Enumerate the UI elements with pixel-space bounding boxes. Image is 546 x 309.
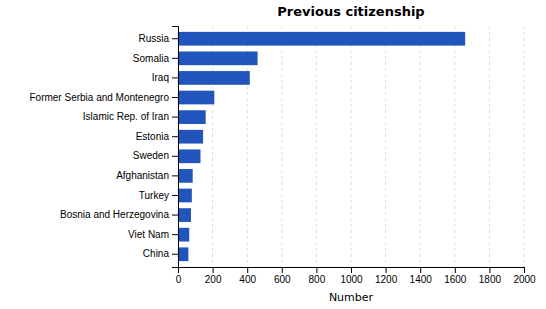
y-tick-label: Islamic Rep. of Iran xyxy=(83,111,169,122)
y-tick-mark xyxy=(172,77,178,78)
y-tick-label: Somalia xyxy=(133,53,170,64)
y-tick-mark xyxy=(172,136,178,137)
y-tick-mark xyxy=(172,195,178,196)
y-tick-label: Former Serbia and Montenegro xyxy=(29,92,169,103)
grid-line xyxy=(489,26,490,267)
y-tick-label: Russia xyxy=(138,33,169,44)
chart: 0 200 400 600 800 1000 1200 1400 1600 1800 2000 Chi… xyxy=(0,0,546,309)
x-tick: 1600 xyxy=(444,267,467,285)
x-tick-label: 400 xyxy=(239,274,256,285)
grid xyxy=(178,26,524,267)
bar xyxy=(178,130,203,144)
x-axis-title: Number xyxy=(329,291,374,304)
y-tick-mark xyxy=(172,175,178,176)
y-tick-mark xyxy=(172,117,178,118)
x-tick-label: 1600 xyxy=(444,274,467,285)
bar xyxy=(178,51,258,65)
y-tick-label: Sweden xyxy=(133,150,169,161)
x-tick: 200 xyxy=(205,267,222,285)
bar xyxy=(178,149,200,163)
y-tick-label: Turkey xyxy=(139,190,169,201)
y-axis: China Viet Nam Bosnia and Herzegovina Turke… xyxy=(29,27,178,268)
x-tick-mark xyxy=(316,267,317,273)
bar xyxy=(178,169,193,183)
y-tick-mark xyxy=(172,215,178,216)
y-tick-mark xyxy=(172,97,178,98)
grid-line xyxy=(454,26,455,267)
y-tick-label: Viet Nam xyxy=(128,229,169,240)
y-tick: China xyxy=(143,248,178,259)
bars xyxy=(178,32,465,261)
bar xyxy=(178,189,192,203)
x-tick-label: 600 xyxy=(274,274,291,285)
x-tick: 0 xyxy=(176,267,182,285)
x-tick: 400 xyxy=(239,267,256,285)
x-tick-label: 1800 xyxy=(479,274,502,285)
grid-line xyxy=(524,26,525,267)
x-tick-label: 800 xyxy=(309,274,326,285)
x-tick-mark xyxy=(213,267,214,273)
y-tick-mark xyxy=(172,58,178,59)
y-tick-mark xyxy=(172,156,178,157)
bar xyxy=(178,71,250,85)
bar xyxy=(178,228,189,242)
x-tick: 1200 xyxy=(375,267,398,285)
x-tick-label: 1400 xyxy=(410,274,433,285)
x-tick-label: 2000 xyxy=(513,274,536,285)
x-tick-mark xyxy=(351,267,352,273)
x-tick-mark xyxy=(386,267,387,273)
x-tick-mark xyxy=(420,267,421,273)
bar xyxy=(178,110,206,124)
bar xyxy=(178,208,191,222)
y-tick: Somalia xyxy=(133,53,178,64)
plot: 0 200 400 600 800 1000 1200 1400 1600 1800 2000 Chi… xyxy=(29,26,536,285)
x-axis-line xyxy=(179,268,525,274)
y-tick: Viet Nam xyxy=(128,229,178,240)
x-tick-mark xyxy=(282,267,283,273)
x-tick: 2000 xyxy=(513,267,536,285)
x-tick-mark xyxy=(524,267,525,273)
y-tick: Iraq xyxy=(152,72,178,83)
y-tick: Estonia xyxy=(136,131,178,142)
x-tick-label: 1200 xyxy=(375,274,398,285)
x-tick: 600 xyxy=(274,267,291,285)
x-tick-label: 200 xyxy=(205,274,222,285)
x-tick: 1800 xyxy=(479,267,502,285)
x-tick: 1400 xyxy=(410,267,433,285)
title: Previous citizenship xyxy=(277,4,424,19)
x-tick: 1000 xyxy=(340,267,363,285)
x-tick: 800 xyxy=(309,267,326,285)
y-tick: Sweden xyxy=(133,150,178,161)
y-tick-mark xyxy=(172,234,178,235)
y-axis-line xyxy=(172,27,179,268)
x-tick-mark xyxy=(489,267,490,273)
y-tick: Afghanistan xyxy=(116,170,178,181)
y-tick-label: Bosnia and Herzegovina xyxy=(60,209,169,220)
y-tick-label: China xyxy=(143,248,170,259)
x-tick-label: 0 xyxy=(176,274,182,285)
x-axis: 0 200 400 600 800 1000 1200 1400 1600 1800 2000 xyxy=(176,267,536,285)
bar xyxy=(178,247,188,261)
y-tick: Russia xyxy=(138,33,178,44)
grid-line xyxy=(351,26,352,267)
y-tick: Former Serbia and Montenegro xyxy=(29,92,178,103)
grid-line xyxy=(281,26,282,267)
y-tick-label: Iraq xyxy=(152,72,169,83)
x-tick-label: 1000 xyxy=(340,274,363,285)
x-tick-mark xyxy=(247,267,248,273)
y-tick-mark xyxy=(172,254,178,255)
x-tick-mark xyxy=(455,267,456,273)
y-tick: Islamic Rep. of Iran xyxy=(83,111,178,122)
y-tick: Bosnia and Herzegovina xyxy=(60,209,178,220)
grid-line xyxy=(420,26,421,267)
y-tick-label: Afghanistan xyxy=(116,170,169,181)
bar xyxy=(178,32,465,46)
y-tick-mark xyxy=(172,38,178,39)
y-tick-label: Estonia xyxy=(136,131,170,142)
grid-line xyxy=(385,26,386,267)
grid-line xyxy=(316,26,317,267)
bar xyxy=(178,91,214,105)
y-tick: Turkey xyxy=(139,190,178,201)
